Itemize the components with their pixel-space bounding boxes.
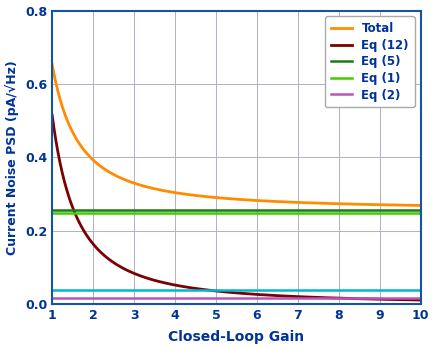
Eq (5) [49, 208, 55, 212]
Eq (12) [87, 238, 92, 242]
Eq (2) [49, 296, 55, 301]
Eq (5) [9, 208, 14, 212]
Total [49, 62, 55, 66]
Line: Total: Total [52, 64, 420, 205]
Line: Eq (12): Eq (12) [52, 115, 420, 300]
Eq (12) [49, 113, 55, 117]
Eq (1) [49, 211, 55, 215]
Total [336, 202, 342, 206]
Eq (12) [198, 287, 204, 291]
Eq (12) [336, 296, 342, 300]
Eq (12) [417, 298, 422, 302]
Total [343, 202, 348, 206]
Total [87, 155, 92, 159]
Total [302, 201, 307, 205]
Eq (12) [211, 289, 217, 293]
Legend: Total, Eq (12), Eq (5), Eq (1), Eq (2): Total, Eq (12), Eq (5), Eq (1), Eq (2) [324, 16, 414, 107]
Y-axis label: Current Noise PSD (pA/√Hz): Current Noise PSD (pA/√Hz) [6, 60, 20, 255]
Total [417, 203, 422, 208]
Eq (12) [343, 296, 348, 300]
Total [211, 195, 217, 199]
Eq (2) [9, 296, 14, 301]
X-axis label: Closed-Loop Gain: Closed-Loop Gain [168, 330, 304, 344]
Eq (12) [302, 295, 307, 299]
Eq (1) [9, 211, 14, 215]
Total [198, 194, 204, 198]
